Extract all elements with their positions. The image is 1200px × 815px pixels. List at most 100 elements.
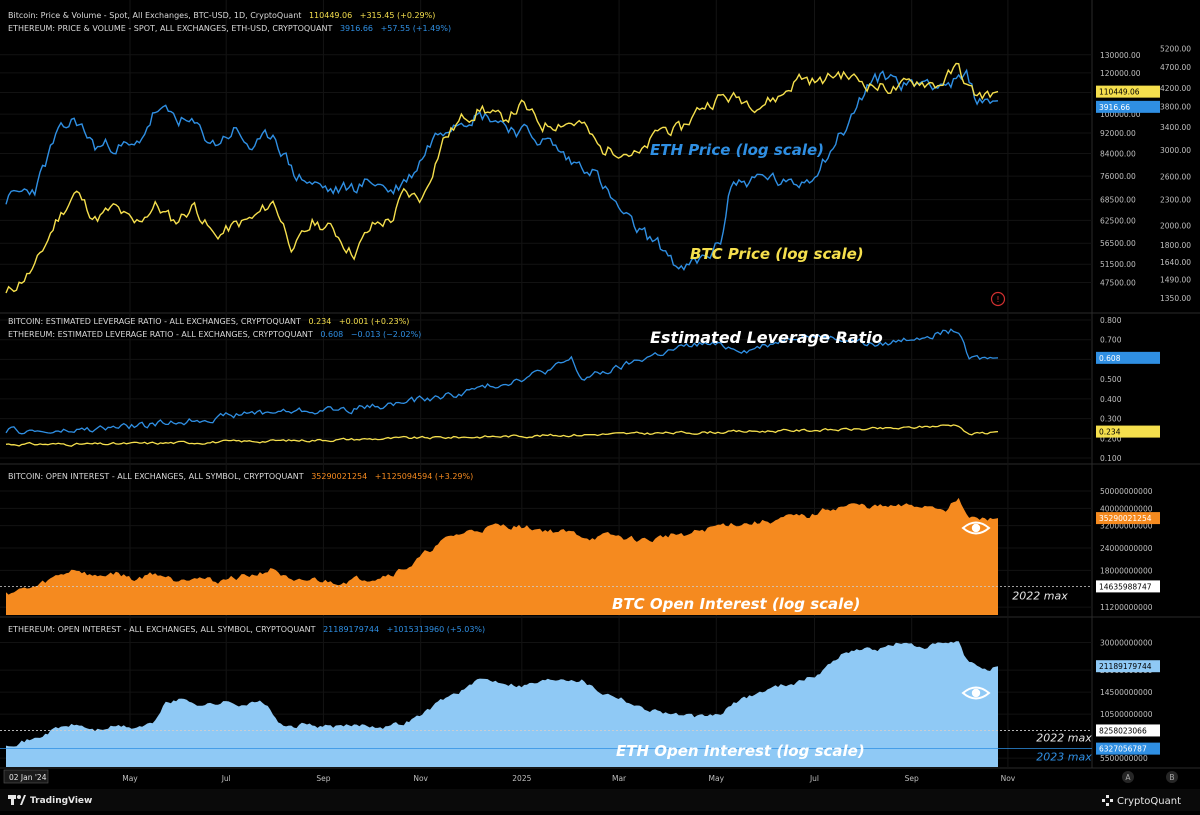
- axis-b-label: B: [1169, 773, 1174, 782]
- btc-price-tick: 68500.00: [1100, 196, 1136, 205]
- btc-price-last-value-box: [1096, 85, 1160, 98]
- btc-oi-annotation: BTC Open Interest (log scale): [612, 595, 860, 613]
- eth-oi-ref-value-1: 6327056787: [1099, 745, 1147, 754]
- eth-leverage-last-value: 0.608: [1099, 354, 1121, 363]
- eth-oi-ref-value-0-box: [1096, 724, 1160, 737]
- x-tick-label: Mar: [612, 774, 627, 783]
- btc-price-tick: 76000.00: [1100, 172, 1136, 181]
- series-layer: [5, 62, 999, 767]
- btc-price-tick: 130000.00: [1100, 51, 1141, 60]
- btc-oi-tick: 32000000000: [1100, 522, 1153, 531]
- reference-lines: 2022 max 2022 max 2023 max: [0, 586, 1092, 764]
- eth-ref-label-0: 2022 max: [1036, 731, 1092, 744]
- eth-price-tick: 3800.00: [1160, 102, 1191, 111]
- leverage-annotation: Estimated Leverage Ratio: [650, 328, 883, 347]
- eth-price-last-value: 3916.66: [1099, 103, 1130, 112]
- btc-leverage-last-value-box: [1096, 425, 1160, 438]
- eth-price-tick: 3000.00: [1160, 146, 1191, 155]
- eth-price-last-value-box: [1096, 100, 1160, 113]
- x-tick-label: 2025: [512, 774, 531, 783]
- eth-price-tick: 4200.00: [1160, 84, 1191, 93]
- header-eth-leverage: ETHEREUM: ESTIMATED LEVERAGE RATIO - ALL…: [8, 330, 421, 339]
- eth-ref-label-1: 2023 max: [1036, 751, 1092, 764]
- start-date-label: 02 Jan '24: [9, 773, 47, 782]
- alert-glyph: !: [996, 295, 999, 304]
- alert-icon[interactable]: !: [990, 291, 1006, 307]
- eth-price-tick: 2300.00: [1160, 195, 1191, 204]
- leverage-tick: 0.500: [1100, 375, 1122, 384]
- axis-b-button[interactable]: [1166, 771, 1178, 783]
- x-tick-label: Sep: [905, 774, 919, 783]
- x-tick-label: Sep: [316, 774, 330, 783]
- leverage-tick: 0.300: [1100, 415, 1122, 424]
- eth-oi-tick: 5500000000: [1100, 754, 1148, 763]
- eth-price-tick: 2000.00: [1160, 221, 1191, 230]
- leverage-tick: 0.100: [1100, 454, 1122, 463]
- eth-price-tick: 5200.00: [1160, 44, 1191, 53]
- btc-price-tick: 92000.00: [1100, 129, 1136, 138]
- header-eth-oi: ETHEREUM: OPEN INTEREST - ALL EXCHANGES,…: [8, 625, 485, 634]
- leverage-tick: 0.700: [1100, 336, 1122, 345]
- cryptoquant-brand: CryptoQuant: [1117, 796, 1181, 807]
- eth-oi-ref-value-0: 8258023066: [1099, 726, 1147, 735]
- axis-a-button[interactable]: [1122, 771, 1134, 783]
- eth-oi-tick: 10500000000: [1100, 710, 1153, 719]
- leverage-tick: 0.800: [1100, 316, 1122, 325]
- header-btc-oi: BITCOIN: OPEN INTEREST - ALL EXCHANGES, …: [8, 472, 473, 481]
- header-eth-price: ETHEREUM: PRICE & VOLUME - SPOT, ALL EXC…: [8, 24, 451, 33]
- eth-leverage-last-value-box: [1096, 351, 1160, 364]
- eth-price-tick: 3400.00: [1160, 123, 1191, 132]
- x-tick-label: May: [709, 774, 725, 783]
- eth-oi-annotation: ETH Open Interest (log scale): [616, 742, 865, 760]
- btc-oi-tick: 18000000000: [1100, 566, 1153, 575]
- eth-price-tick: 1490.00: [1160, 276, 1191, 285]
- eth-oi-area[interactable]: [6, 641, 998, 767]
- btc-oi-tick: 24000000000: [1100, 544, 1153, 553]
- btc-oi-last-value: 35290021254: [1099, 514, 1152, 523]
- cryptoquant-logo-icon[interactable]: [1102, 795, 1113, 806]
- eth-leverage-line[interactable]: [5, 328, 999, 435]
- btc-price-tick: 47500.00: [1100, 278, 1136, 287]
- btc-leverage-line[interactable]: [5, 424, 999, 447]
- btc-price-tick: 120000.00: [1100, 69, 1141, 78]
- eth-price-annotation: ETH Price (log scale): [650, 141, 824, 159]
- btc-price-tick: 62500.00: [1100, 216, 1136, 225]
- tradingview-logo-icon[interactable]: [8, 795, 26, 805]
- date-label-box: [3, 769, 49, 784]
- x-tick-label: May: [122, 774, 138, 783]
- eth-oi-last-value-box: [1096, 660, 1160, 673]
- x-tick-label: Jul: [221, 774, 231, 783]
- btc-price-tick: 100000.00: [1100, 110, 1141, 119]
- leverage-tick: 0.400: [1100, 395, 1122, 404]
- x-tick-label: Jul: [809, 774, 819, 783]
- eth-price-tick: 1350.00: [1160, 294, 1191, 303]
- btc-oi-last-value-box: [1096, 512, 1160, 525]
- eth-price-tick: 4700.00: [1160, 63, 1191, 72]
- btc-price-tick: 51500.00: [1100, 260, 1136, 269]
- eth-price-tick: 2600.00: [1160, 173, 1191, 182]
- eth-price-line[interactable]: [5, 68, 999, 271]
- btc-price-annotation: BTC Price (log scale): [690, 245, 864, 263]
- btc-price-line[interactable]: [5, 62, 999, 294]
- btc-price-tick: 84000.00: [1100, 150, 1136, 159]
- btc-oi-area[interactable]: [6, 497, 998, 615]
- eye-icon[interactable]: [961, 521, 991, 535]
- header-btc-leverage: BITCOIN: ESTIMATED LEVERAGE RATIO - ALL …: [8, 317, 409, 326]
- eth-oi-tick: 14500000000: [1100, 688, 1153, 697]
- btc-oi-tick: 40000000000: [1100, 504, 1153, 513]
- btc-price-tick: 56500.00: [1100, 239, 1136, 248]
- x-tick-label: Nov: [413, 774, 428, 783]
- eth-price-tick: 1640.00: [1160, 258, 1191, 267]
- leverage-tick: 0.200: [1100, 434, 1122, 443]
- eye-icon[interactable]: [961, 686, 991, 700]
- time-axis[interactable]: May Jul Sep Nov 2025 Mar May Jul Sep Nov: [122, 774, 1016, 783]
- eth-price-tick: 1800.00: [1160, 241, 1191, 250]
- eth-oi-tick: 30000000000: [1100, 638, 1153, 647]
- btc-oi-tick: 50000000000: [1100, 487, 1153, 496]
- eth-oi-ref-value-1-box: [1096, 742, 1160, 755]
- eth-oi-last-value: 21189179744: [1099, 662, 1152, 671]
- btc-leverage-last-value: 0.234: [1099, 428, 1121, 437]
- btc-oi-ref-value-box: [1096, 580, 1160, 593]
